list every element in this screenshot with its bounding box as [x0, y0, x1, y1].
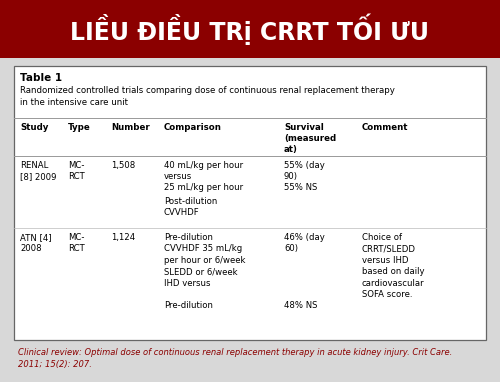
Text: Type: Type [68, 123, 91, 132]
Text: Post-dilution
CVVHDF: Post-dilution CVVHDF [164, 197, 217, 217]
Text: 55% (day
90): 55% (day 90) [284, 161, 325, 181]
Bar [0, 0, 500, 58]
Text: Choice of
CRRT/SLEDD
versus IHD
based on daily
cardiovascular
SOFA score.: Choice of CRRT/SLEDD versus IHD based on… [362, 233, 424, 299]
Text: Number: Number [111, 123, 150, 132]
Text: 1,508: 1,508 [111, 161, 135, 170]
Text: Study: Study [20, 123, 48, 132]
Text: 48% NS: 48% NS [284, 301, 318, 310]
Text: Table 1: Table 1 [20, 73, 62, 83]
Text: Survival
(measured
at): Survival (measured at) [284, 123, 336, 154]
Text: 40 mL/kg per hour
versus: 40 mL/kg per hour versus [164, 161, 243, 181]
Text: 55% NS: 55% NS [284, 183, 318, 192]
Text: 46% (day
60): 46% (day 60) [284, 233, 325, 253]
Text: Clinical review: Optimal dose of continuous renal replacement therapy in acute k: Clinical review: Optimal dose of continu… [18, 348, 452, 369]
Text: Randomized controlled trials comparing dose of continuous renal replacement ther: Randomized controlled trials comparing d… [20, 86, 395, 107]
Text: Comparison: Comparison [164, 123, 222, 132]
Text: MC-
RCT: MC- RCT [68, 161, 85, 181]
Text: Comment: Comment [362, 123, 408, 132]
Text: MC-
RCT: MC- RCT [68, 233, 85, 253]
Text: LIỀU ĐIỀU TRị CRRT TỐI ƯU: LIỀU ĐIỀU TRị CRRT TỐI ƯU [70, 13, 430, 45]
Text: 1,124: 1,124 [111, 233, 135, 242]
Text: ATN [4]
2008: ATN [4] 2008 [20, 233, 52, 253]
Text: RENAL
[8] 2009: RENAL [8] 2009 [20, 161, 57, 181]
Text: Pre-dilution
CVVHDF 35 mL/kg
per hour or 6/week
SLEDD or 6/week
IHD versus: Pre-dilution CVVHDF 35 mL/kg per hour or… [164, 233, 246, 288]
Text: 25 mL/kg per hour: 25 mL/kg per hour [164, 183, 243, 192]
Bar [14, 66, 486, 340]
Text: Pre-dilution: Pre-dilution [164, 301, 213, 310]
